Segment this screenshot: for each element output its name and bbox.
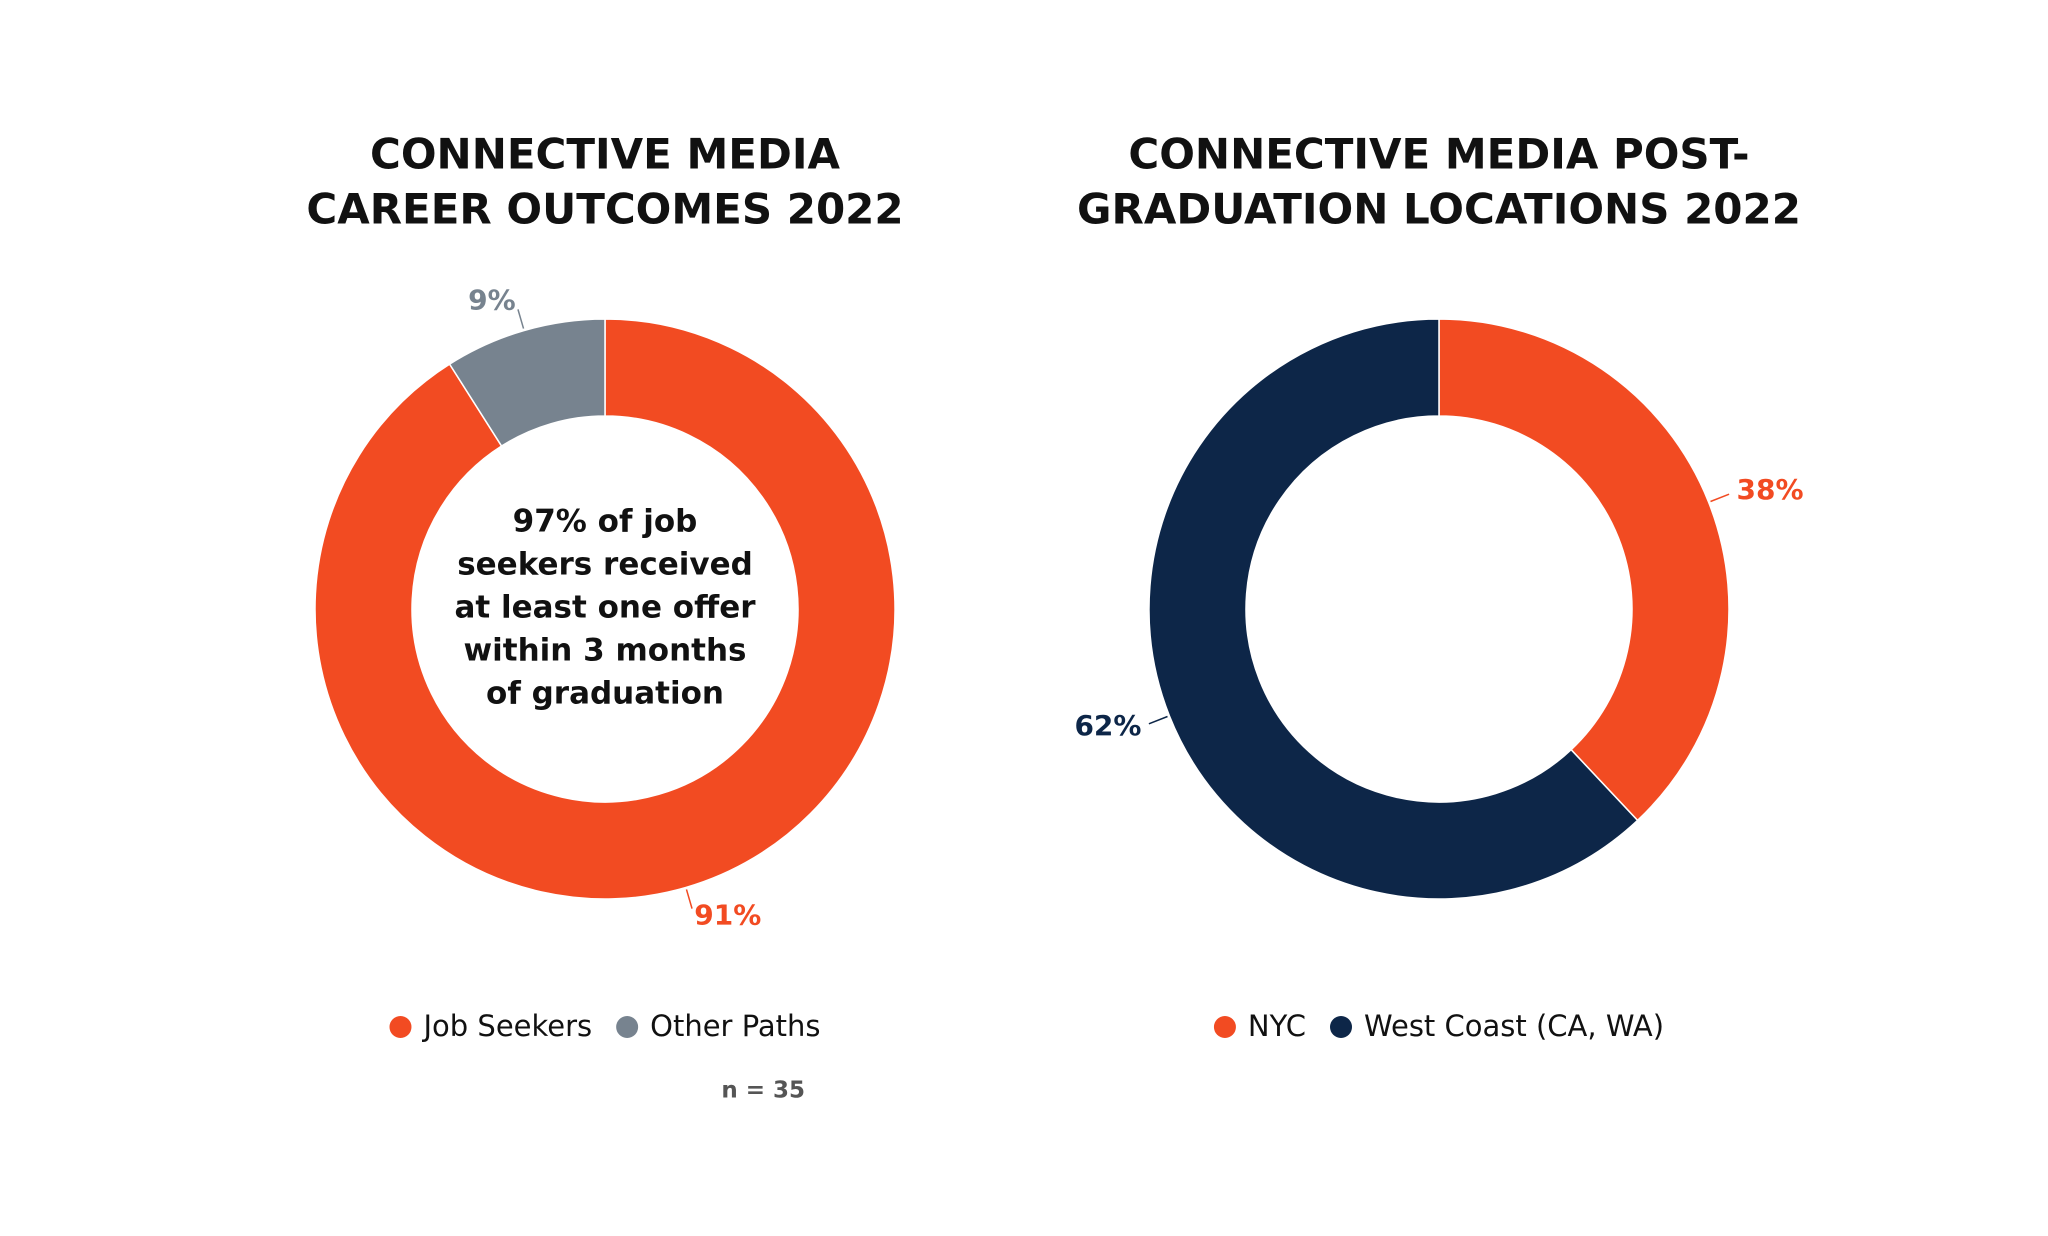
legend-label: Other Paths: [650, 1009, 820, 1043]
slice: [1438, 318, 1730, 822]
center-annotation: of graduation: [486, 676, 724, 712]
legend-marker: [389, 1016, 412, 1038]
center-annotation: at least one offer: [454, 590, 756, 626]
legend-marker: [1213, 1016, 1236, 1038]
chart-title: CAREER OUTCOMES 2022: [306, 185, 903, 234]
center-annotation: seekers received: [457, 547, 753, 583]
leader-line: [685, 889, 693, 909]
slice: [314, 318, 896, 900]
legend-marker: [616, 1016, 639, 1038]
chart-title: CONNECTIVE MEDIA: [370, 130, 840, 179]
chart-title: CONNECTIVE MEDIA POST-: [1128, 130, 1749, 179]
center-annotation: within 3 months: [463, 633, 746, 669]
note: n = 35: [721, 1078, 805, 1104]
legend: NYC West Coast (CA, WA): [1213, 1009, 1664, 1043]
legend-marker: [1330, 1016, 1353, 1038]
legend-label: Job Seekers: [421, 1009, 592, 1043]
data-label: 91%: [694, 898, 761, 931]
leader-line: [517, 309, 525, 329]
center-annotation: 97% of job: [513, 504, 698, 540]
data-label: 9%: [468, 284, 516, 317]
chart-title: GRADUATION LOCATIONS 2022: [1077, 185, 1801, 234]
slice: [1148, 318, 1639, 900]
data-label: 38%: [1737, 473, 1804, 506]
data-label: 62%: [1074, 709, 1141, 742]
legend: Job Seekers Other Paths: [389, 1009, 821, 1043]
legend-label: NYC: [1248, 1009, 1306, 1043]
leader-line: [1148, 715, 1168, 725]
leader-line: [1710, 493, 1730, 503]
slice: [448, 318, 606, 448]
legend-label: West Coast (CA, WA): [1364, 1009, 1664, 1043]
